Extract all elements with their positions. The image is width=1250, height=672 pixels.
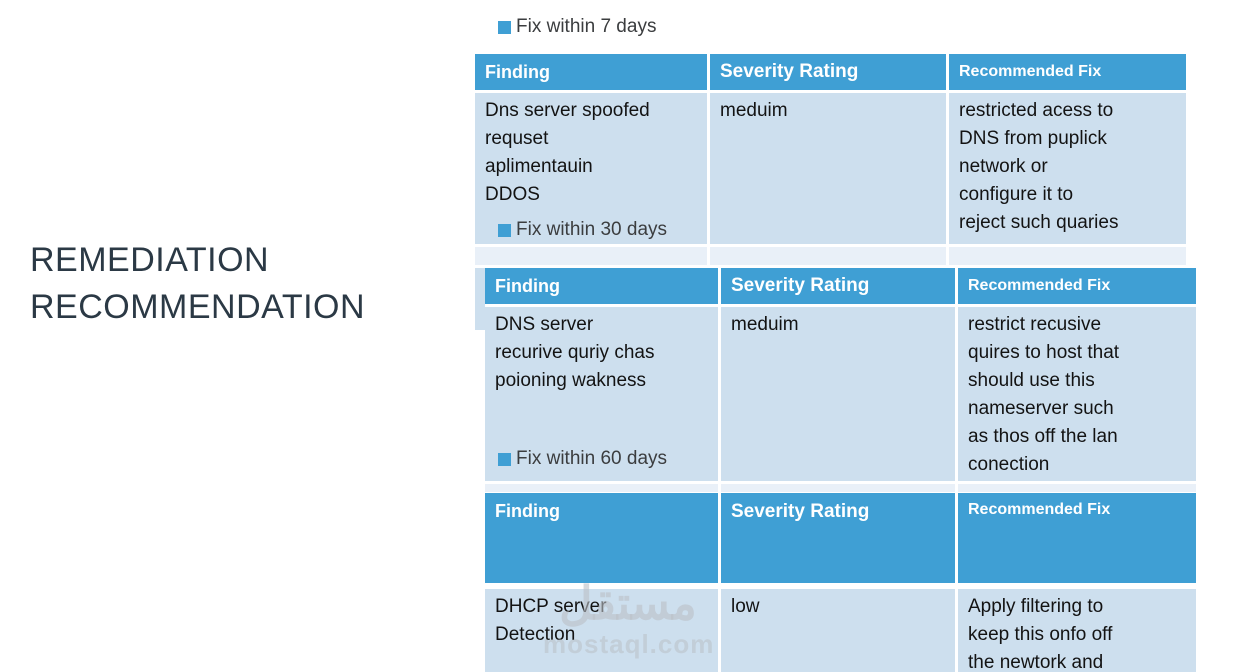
slide-title: REMEDIATION RECOMMENDATION xyxy=(30,241,366,326)
empty-row-cell xyxy=(475,247,707,265)
column-header-recommended-fix: Recommended Fix xyxy=(949,54,1186,90)
legend-label: Fix within 60 days xyxy=(516,448,668,469)
legend-square-icon xyxy=(498,20,511,34)
column-header-finding: Finding xyxy=(485,493,718,583)
empty-row-cell xyxy=(949,247,1186,265)
column-header-severity-rating: Severity Rating xyxy=(721,268,955,304)
empty-row-cell xyxy=(710,247,946,265)
cell-severity: meduim xyxy=(721,307,955,481)
cell-finding: Dns server spoofed requset aplimentauin … xyxy=(475,93,707,244)
cell-severity: low xyxy=(721,589,955,672)
remediation-table-30-days: Finding Severity Rating Recommended Fix … xyxy=(485,268,1196,492)
cell-recommended-fix: restrict recusive quires to host that sh… xyxy=(958,307,1196,481)
cell-recommended-fix: restricted acess to DNS from puplick net… xyxy=(949,93,1186,244)
legend-fix-30-days: Fix within 30 days xyxy=(498,219,667,241)
remediation-table-7-days: Finding Severity Rating Recommended Fix … xyxy=(475,54,1186,330)
legend-square-icon xyxy=(498,223,511,237)
column-header-finding: Finding xyxy=(485,268,718,304)
cell-recommended-fix: Apply filtering to keep this onfo off th… xyxy=(958,589,1196,672)
legend-label: Fix within 7 days xyxy=(516,16,657,37)
remediation-table-60-days: Finding Severity Rating Recommended Fix … xyxy=(485,493,1196,672)
legend-square-icon xyxy=(498,452,511,466)
column-header-finding: Finding xyxy=(475,54,707,90)
cell-severity: meduim xyxy=(710,93,946,244)
column-header-severity-rating: Severity Rating xyxy=(710,54,946,90)
column-header-recommended-fix: Recommended Fix xyxy=(958,493,1196,583)
cell-finding: DHCP server Detection xyxy=(485,589,718,672)
legend-fix-60-days: Fix within 60 days xyxy=(498,448,667,470)
empty-row-cell xyxy=(958,484,1196,492)
legend-label: Fix within 30 days xyxy=(516,219,668,240)
legend-fix-7-days: Fix within 7 days xyxy=(498,16,656,38)
empty-row-cell xyxy=(485,484,718,492)
column-header-recommended-fix: Recommended Fix xyxy=(958,268,1196,304)
empty-row-cell xyxy=(721,484,955,492)
column-header-severity-rating: Severity Rating xyxy=(721,493,955,583)
cell-finding: DNS server recurive quriy chas poioning … xyxy=(485,307,718,481)
